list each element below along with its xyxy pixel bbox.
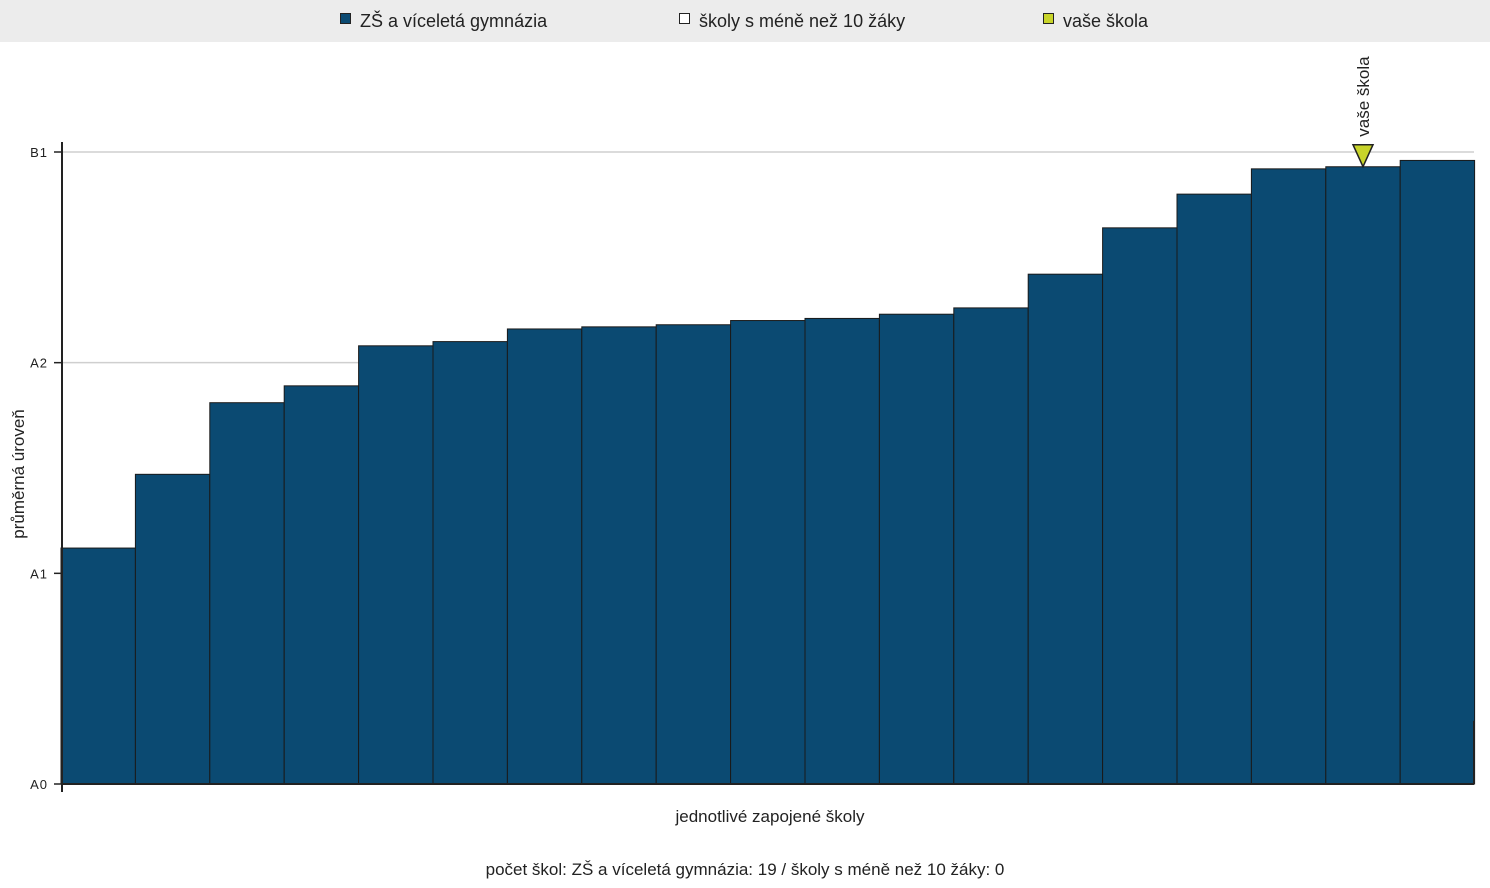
x-axis-label: jednotlivé zapojené školy <box>674 807 865 826</box>
legend-swatch-your-school-icon <box>1043 12 1054 24</box>
bar[interactable] <box>506 328 583 785</box>
legend-label-small-schools: školy s méně než 10 žáky <box>699 10 906 31</box>
bar[interactable] <box>953 307 1029 785</box>
legend-item-schools[interactable]: ZŠ a víceletá gymnázia <box>340 9 547 33</box>
chart: A0 A1 A2 B1 vaše škola jednotlivé zapojené … <box>9 56 1476 826</box>
y-tick-label: A1 <box>30 566 48 581</box>
bar[interactable] <box>878 313 955 785</box>
y-axis-label: průměrná úroveň <box>9 409 28 538</box>
legend-label-schools: ZŠ a víceletá gymnázia <box>360 10 548 31</box>
bar[interactable] <box>358 345 434 785</box>
y-tick-labels: A0 A1 A2 B1 <box>30 145 48 792</box>
bar[interactable] <box>804 317 880 785</box>
bar[interactable] <box>655 324 732 785</box>
bar[interactable] <box>283 385 360 785</box>
bars <box>60 159 1476 785</box>
footer-note: počet škol: ZŠ a víceletá gymnázia: 19 /… <box>485 860 1005 879</box>
your-school-marker-icon[interactable] <box>1351 143 1375 169</box>
y-tick-label: B1 <box>30 145 48 160</box>
axes <box>54 142 1475 792</box>
y-tick-label: A0 <box>30 777 48 792</box>
bar[interactable] <box>1027 273 1104 785</box>
legend-bar: ZŠ a víceletá gymnázia školy s méně než … <box>0 0 1490 42</box>
bar[interactable] <box>730 320 806 785</box>
bar[interactable] <box>1399 159 1476 785</box>
legend-swatch-schools-icon <box>340 12 351 24</box>
your-school-marker-label: vaše škola <box>1354 56 1373 137</box>
bar[interactable] <box>581 326 657 785</box>
bar[interactable] <box>1325 166 1401 785</box>
bar[interactable] <box>209 402 285 785</box>
legend-label-your-school: vaše škola <box>1063 10 1149 31</box>
legend-item-small-schools[interactable]: školy s méně než 10 žáky <box>679 9 905 33</box>
bar[interactable] <box>60 547 136 785</box>
bar[interactable] <box>1102 227 1178 785</box>
legend-item-your-school[interactable]: vaše škola <box>1043 9 1148 33</box>
legend-swatch-small-schools-icon <box>679 12 690 24</box>
bar[interactable] <box>1176 193 1252 785</box>
bar[interactable] <box>134 473 211 785</box>
bar[interactable] <box>432 341 508 785</box>
y-tick-label: A2 <box>30 356 48 371</box>
highlight-marker: vaše škola <box>1351 56 1375 169</box>
bar[interactable] <box>1250 168 1327 785</box>
